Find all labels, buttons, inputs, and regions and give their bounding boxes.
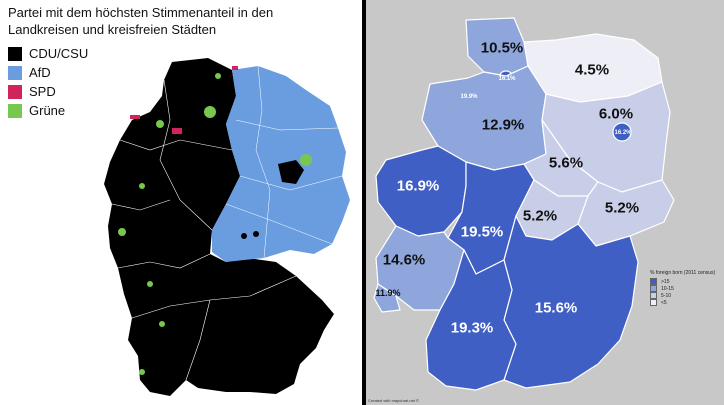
legend-swatch [650, 278, 657, 285]
cdu-spot [253, 231, 259, 237]
legend-swatch [650, 299, 657, 306]
state-borders [111, 79, 297, 381]
spd-spot [172, 128, 182, 134]
label-nrw: 16.9% [396, 177, 440, 195]
legend-swatch [8, 65, 22, 80]
map-title: Partei mit dem höchsten Stimmenanteil in… [8, 5, 274, 37]
gruene-spot [156, 120, 164, 128]
label-thuringia: 5.2% [522, 207, 558, 225]
legend-title: % foreign born (2011 census) [650, 270, 716, 276]
label-hamburg: 16.1% [498, 76, 516, 82]
east-borders [225, 65, 343, 259]
legend-label: Grüne [29, 103, 66, 118]
gruene-spot [215, 73, 221, 79]
party-legend: CDU/CSU AfD SPD Grüne [8, 44, 88, 120]
label-brandenburg: 6.0% [598, 105, 634, 123]
legend-swatch [650, 292, 657, 299]
legend-item-gruene: Grüne [8, 101, 88, 120]
legend-label: 5-10 [661, 292, 672, 299]
election-map [104, 58, 350, 396]
legend-swatch [8, 46, 22, 61]
cdu-spot [241, 233, 247, 239]
legend-label: AfD [29, 65, 51, 80]
region-berlin [612, 122, 632, 142]
legend-row: 10-15 [650, 285, 715, 292]
legend-label: <5 [661, 299, 667, 306]
gruene-spot [147, 281, 153, 287]
legend-row: >15 [650, 278, 715, 285]
spd-spot [232, 66, 238, 70]
foreign-born-map-panel: 10.5% 16.1% 19.9% 4.5% 12.9% 6.0% 16.2% … [366, 0, 724, 405]
gruene-spot [300, 154, 312, 166]
legend-label: CDU/CSU [29, 46, 89, 61]
legend-label: >15 [661, 278, 670, 285]
label-saxony-anhalt: 5.6% [548, 154, 584, 172]
gruene-spot [139, 183, 145, 189]
label-baden-wuerttemberg: 19.3% [450, 319, 494, 337]
region-baden-wuerttemberg [425, 249, 517, 391]
gruene-spot [118, 228, 126, 236]
label-schleswig-holstein: 10.5% [480, 39, 524, 57]
foreign-born-legend: % foreign born (2011 census) >15 10-15 5… [650, 270, 715, 306]
legend-item-afd: AfD [8, 63, 88, 82]
gruene-spot [139, 369, 145, 375]
legend-label: 10-15 [661, 285, 674, 292]
region-nrw [375, 145, 467, 237]
map-credit: Created with mapchart.net © [368, 398, 419, 403]
label-hesse: 19.5% [460, 223, 504, 241]
legend-item-spd: SPD [8, 82, 88, 101]
legend-swatch [650, 285, 657, 292]
label-berlin: 16.2% [614, 130, 632, 136]
legend-swatch [8, 84, 22, 99]
label-saarland: 11.9% [375, 288, 401, 298]
legend-swatch [8, 103, 22, 118]
foreign-born-map [373, 17, 675, 391]
legend-label: SPD [29, 84, 56, 99]
cdu-spot-berlin-area [278, 160, 304, 184]
gruene-spot [204, 106, 216, 118]
legend-item-cdu: CDU/CSU [8, 44, 88, 63]
gruene-spot [159, 321, 165, 327]
label-saxony: 5.2% [604, 199, 640, 217]
region-saarland [373, 283, 401, 313]
label-mecklenburg: 4.5% [574, 61, 610, 79]
label-lower-saxony: 12.9% [481, 116, 525, 134]
election-map-panel: Partei mit dem höchsten Stimmenanteil in… [0, 0, 362, 405]
spd-spot [130, 115, 140, 119]
legend-row: 5-10 [650, 292, 715, 299]
label-bavaria: 15.6% [534, 299, 578, 317]
legend-row: <5 [650, 299, 715, 306]
label-rhineland-palatinate: 14.6% [382, 251, 426, 269]
label-bremen: 19.9% [460, 94, 478, 100]
region-west-south [104, 58, 334, 396]
